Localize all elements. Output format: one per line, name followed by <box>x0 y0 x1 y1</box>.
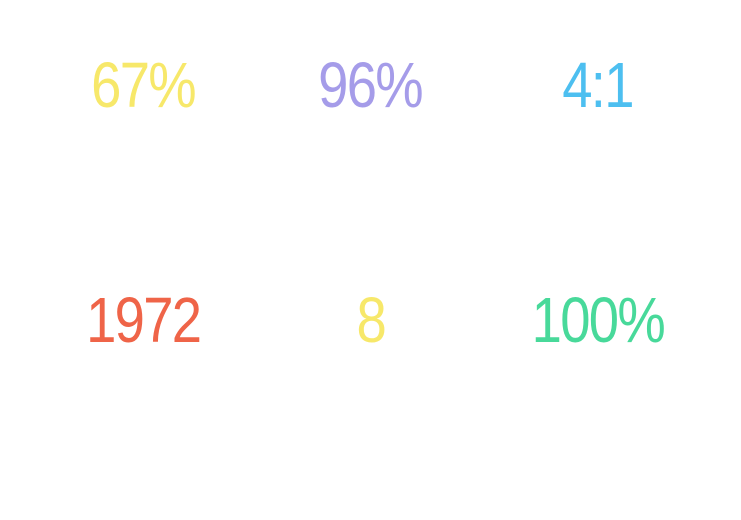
stat-value: 1972 <box>86 284 202 356</box>
stats-grid: 67% 96% 4:1 1972 8 100% <box>30 0 711 470</box>
stat-value: 8 <box>356 284 386 356</box>
stat-cell: 96% <box>257 0 484 235</box>
stat-value: 100% <box>531 284 665 356</box>
stat-cell: 67% <box>30 0 257 235</box>
stat-value: 96% <box>318 49 424 121</box>
stat-cell: 1972 <box>30 235 257 470</box>
stat-cell: 8 <box>257 235 484 470</box>
stat-cell: 4:1 <box>484 0 711 235</box>
stat-cell: 100% <box>484 235 711 470</box>
stat-value: 67% <box>91 49 197 121</box>
stat-value: 4:1 <box>562 49 634 121</box>
